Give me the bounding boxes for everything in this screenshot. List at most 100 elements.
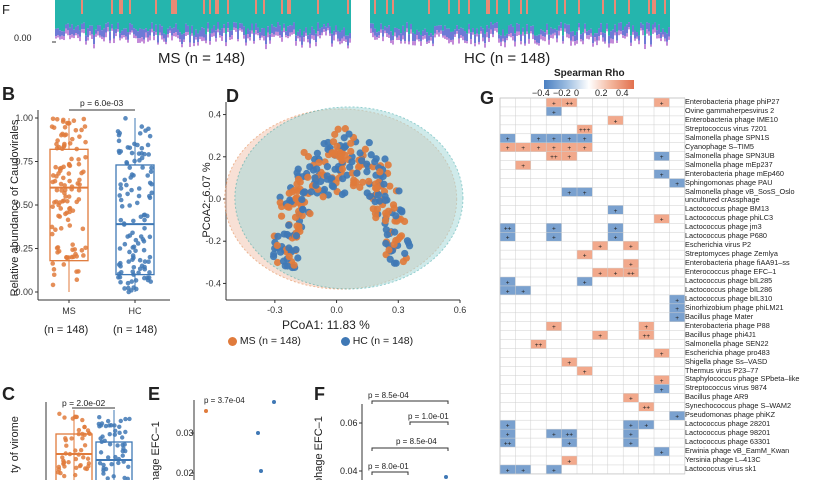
ms-sample-point — [285, 252, 293, 261]
stacked-bar-segment — [151, 22, 153, 29]
heatmap-cell — [546, 142, 562, 152]
stacked-bar-segment — [658, 24, 660, 35]
stacked-bar-segment — [337, 38, 339, 42]
stacked-bar-segment — [57, 28, 59, 36]
stacked-bar-segment — [273, 34, 275, 37]
stacked-bar-segment — [327, 27, 329, 31]
box — [55, 433, 93, 480]
stacked-bar-segment — [173, 27, 175, 34]
stacked-bar-segment — [235, 0, 237, 23]
stacked-bar-segment — [534, 35, 536, 41]
stacked-bar-segment — [179, 0, 181, 33]
stacked-bar-segment — [295, 35, 297, 42]
hc-sample-point — [381, 155, 389, 163]
stacked-bar-segment — [500, 41, 502, 47]
stacked-bar-segment — [341, 0, 343, 31]
stacked-bar-segment — [532, 34, 534, 40]
data-point — [139, 151, 145, 156]
data-point — [116, 460, 121, 466]
data-point — [51, 125, 57, 130]
stacked-bar-segment — [438, 25, 440, 33]
stacked-bar-segment — [504, 35, 506, 43]
stacked-bar-segment — [283, 23, 285, 28]
stacked-bar-segment — [502, 29, 504, 39]
stacked-bar-segment — [311, 0, 313, 27]
hc-sample-point — [395, 187, 403, 195]
stacked-bar-segment — [157, 0, 159, 36]
stacked-bar-segment — [584, 23, 586, 29]
data-point — [54, 141, 59, 147]
x-tick-label: -0.3 — [267, 305, 283, 315]
hc-sample-point — [313, 149, 321, 157]
stacked-bar-segment — [552, 33, 554, 39]
stacked-bar-segment — [526, 24, 528, 32]
stacked-bar-segment — [331, 0, 333, 34]
stacked-bar-segment — [63, 36, 65, 41]
hc-sample-point — [311, 174, 319, 182]
stacked-bar-segment — [550, 27, 552, 35]
stacked-bar-segment — [422, 0, 424, 31]
hc-sample-point — [339, 175, 347, 183]
stacked-bar-segment — [281, 30, 283, 38]
stacked-bar-segment — [67, 0, 69, 24]
data-point — [80, 226, 86, 232]
significance-mark: + — [629, 396, 633, 403]
data-point — [82, 124, 88, 129]
stacked-bar-segment — [113, 38, 115, 44]
ms-sample-point — [285, 203, 293, 211]
stacked-bar-segment — [652, 29, 654, 34]
significance-mark: + — [552, 235, 556, 242]
stacked-bar-segment — [119, 0, 121, 34]
stacked-bar-segment — [109, 0, 111, 32]
stacked-bar-segment — [317, 31, 319, 37]
stacked-bar-segment — [496, 28, 498, 33]
stacked-bar-segment — [229, 30, 231, 38]
stacked-bar-segment — [299, 29, 301, 38]
heatmap-cell — [623, 268, 639, 277]
data-point — [147, 234, 153, 240]
stacked-bar-segment — [556, 30, 558, 39]
stacked-bar-segment — [458, 38, 460, 44]
stacked-bar-segment — [532, 0, 534, 26]
data-point — [80, 436, 85, 441]
stacked-bar-segment — [103, 37, 105, 42]
data-point — [121, 222, 127, 227]
data-point — [118, 279, 123, 285]
stacked-bar-segment — [398, 0, 400, 30]
ms-sample-point — [385, 246, 393, 254]
stacked-bar-segment — [400, 33, 402, 42]
stacked-bar-segment — [217, 28, 219, 33]
stacked-bar-segment — [287, 36, 289, 39]
ms-sample-point — [293, 222, 301, 230]
stacked-bar-segment — [309, 0, 311, 34]
data-point — [54, 145, 60, 151]
stacked-bar-segment — [161, 0, 163, 27]
data-point — [83, 139, 88, 145]
stacked-bar-segment — [506, 38, 508, 41]
y-tick-label: 1.00 — [15, 113, 33, 123]
data-point — [107, 442, 113, 447]
stacked-bar-segment — [275, 31, 277, 36]
significance-mark: + — [660, 449, 664, 456]
stacked-bar-segment — [203, 0, 205, 29]
stacked-bar-segment — [420, 34, 422, 42]
stacked-bar-segment — [93, 34, 95, 45]
stacked-bar-segment — [221, 28, 223, 37]
stacked-bar-segment — [347, 0, 349, 36]
data-point — [123, 429, 128, 435]
data-point — [146, 259, 151, 265]
stacked-bar-segment — [59, 36, 61, 40]
stacked-bar-segment — [219, 0, 221, 31]
stacked-bar-segment — [185, 23, 187, 33]
stacked-bar-segment — [576, 31, 578, 41]
data-point — [54, 117, 60, 122]
data-point — [135, 142, 140, 148]
data-point — [76, 269, 81, 274]
data-point — [145, 213, 150, 219]
stacked-bar-segment — [632, 0, 634, 26]
stacked-bar-segment — [169, 30, 171, 33]
stacked-bar-segment — [608, 43, 610, 48]
stacked-bar-segment — [309, 33, 311, 44]
heatmap-cell — [546, 151, 562, 161]
panel-c-pvalue: p = 2.0e-02 — [62, 398, 106, 408]
